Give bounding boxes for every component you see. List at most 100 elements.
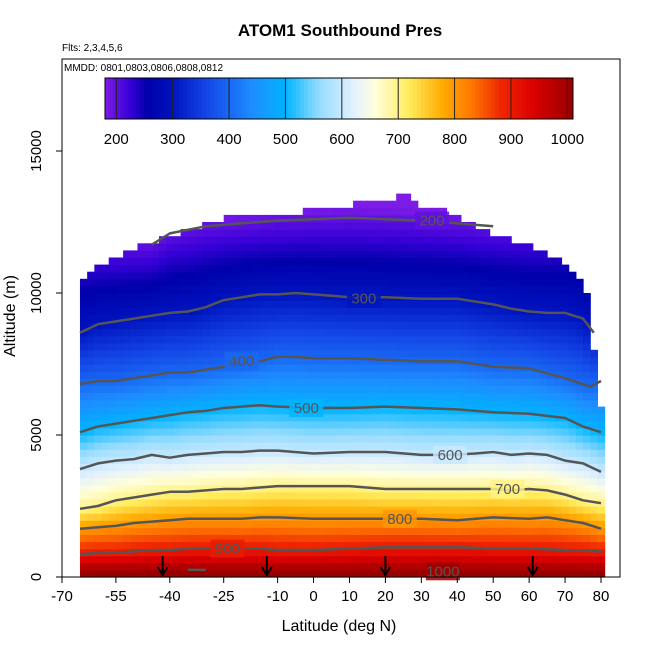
heatmap-cell [87,534,95,543]
heatmap-cell [130,342,139,351]
heatmap-cell [281,342,289,351]
heatmap-cell [309,378,318,386]
heatmap-cell [194,264,203,273]
heatmap-cell [317,413,325,422]
heatmap-cell [187,420,196,429]
heatmap-cell [482,427,491,436]
heatmap-cell [388,456,397,464]
heatmap-cell [288,392,297,401]
heatmap-cell [453,222,462,230]
heatmap-cell [230,285,239,294]
heatmap-cell [460,356,469,365]
heatmap-cell [288,413,297,422]
heatmap-cell [101,456,110,464]
heatmap-cell [432,264,440,273]
heatmap-cell [489,541,498,550]
heatmap-cell [482,562,491,571]
colorbar-cell [300,78,305,119]
heatmap-cell [159,300,167,308]
heatmap-cell [324,335,333,344]
heatmap-cell [173,442,182,450]
heatmap-cell [583,349,591,358]
heatmap-cell [353,562,361,571]
heatmap-cell [568,356,577,365]
heatmap-cell [388,463,397,472]
profile-marker-arrow [156,566,169,577]
colorbar-cell [155,78,161,119]
heatmap-cell [590,435,599,443]
heatmap-cell [360,555,369,564]
heatmap-cell [568,527,577,535]
heatmap-cell [202,307,210,315]
heatmap-cell [554,548,563,557]
heatmap-cell [238,527,246,535]
heatmap-cell [583,335,591,344]
heatmap-cell [187,285,196,294]
heatmap-cell [115,385,124,393]
heatmap-cell [173,271,182,280]
heatmap-cell [309,491,318,500]
heatmap-cell [403,243,412,251]
heatmap-cell [173,278,182,287]
heatmap-cell [446,427,455,436]
heatmap-cell [396,477,404,486]
heatmap-cell [439,413,448,422]
heatmap-cell [302,349,311,358]
heatmap-cell [374,498,383,507]
heatmap-cell [115,470,124,479]
heatmap-cell [432,307,440,315]
heatmap-cell [525,378,534,386]
heatmap-cell [281,328,289,337]
heatmap-cell [439,399,448,408]
heatmap-cell [144,427,153,436]
heatmap-cell [568,271,577,280]
heatmap-cell [159,278,167,287]
heatmap-cell [238,562,246,571]
heatmap-cell [281,456,289,464]
heatmap-cell [396,193,404,202]
heatmap-cell [503,236,512,244]
heatmap-cell [439,378,448,386]
heatmap-cell [518,498,527,507]
heatmap-cell [281,214,289,223]
heatmap-cell [525,293,534,301]
heatmap-cell [338,435,347,443]
heatmap-cell [324,520,333,528]
heatmap-cell [223,250,232,259]
heatmap-cell [424,257,433,266]
heatmap-cell [130,449,139,457]
heatmap-cell [295,378,304,386]
heatmap-cell [324,513,333,521]
heatmap-cell [424,498,433,507]
heatmap-cell [194,356,203,365]
heatmap-cell [432,498,440,507]
heatmap-cell [166,335,174,344]
heatmap-cell [317,456,325,464]
heatmap-cell [274,356,282,365]
heatmap-cell [338,548,347,557]
heatmap-cell [417,236,426,244]
heatmap-cell [245,342,254,351]
contour-line-600 [79,449,602,474]
heatmap-cell [266,506,275,514]
heatmap-cell [547,328,555,337]
heatmap-cell [374,335,383,344]
heatmap-cell [388,207,397,216]
heatmap-cell [87,335,95,344]
heatmap-cell [266,222,275,230]
heatmap-cell [518,506,527,514]
colorbar-cell [479,78,484,119]
heatmap-cell [79,513,88,521]
heatmap-cell [518,285,527,294]
heatmap-cell [223,527,232,535]
heatmap-cell [101,541,110,550]
heatmap-cell [518,257,527,266]
heatmap-cell [137,342,146,351]
heatmap-cell [568,449,577,457]
heatmap-cell [94,371,103,379]
heatmap-cell [597,527,606,535]
colorbar-cell [471,78,476,119]
heatmap-cell [194,548,203,557]
heatmap-cell [202,534,210,543]
heatmap-cell [94,413,103,422]
